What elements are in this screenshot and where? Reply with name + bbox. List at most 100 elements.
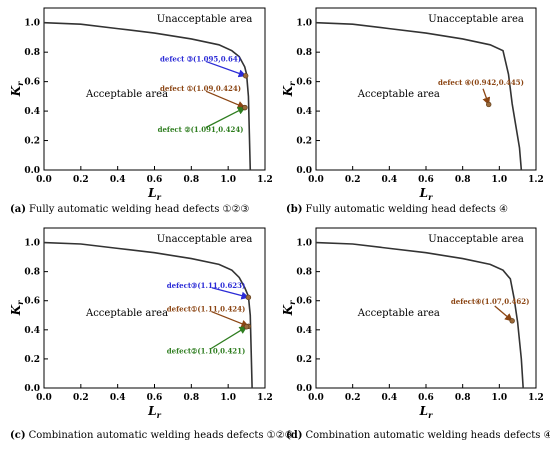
defect-label: defect ④(0.942,0.445): [438, 78, 524, 87]
x-tick-label: 1.2: [257, 175, 273, 185]
x-axis-label: Lr: [147, 186, 161, 202]
defect-point: [509, 318, 515, 324]
unacceptable-area-label: Unacceptable area: [157, 14, 253, 25]
defect-label: defect②(1.10,0.421): [167, 347, 246, 356]
y-tick-label: 0.8: [296, 268, 312, 278]
assessment-curve: [315, 21, 523, 171]
y-axis-label: Kr: [9, 300, 25, 316]
defect-arrow: [211, 311, 250, 328]
defect-point: [242, 104, 248, 111]
x-tick-label: 0.2: [345, 175, 361, 185]
acceptable-area-label: Acceptable area: [85, 308, 168, 319]
chart-panel: 0.0 0.2 0.4 0.6 0.8 1.0 1.2 0.0 0.2 0.4 0.6 0.8 1.0 L…: [9, 7, 273, 215]
y-tick-label: 0.4: [24, 326, 40, 336]
y-tick-label: 0.8: [24, 48, 40, 58]
unacceptable-area-label: Unacceptable area: [428, 14, 524, 25]
defect-label: defect③(1.11,0.623): [167, 281, 246, 290]
defect-arrow: [211, 287, 250, 300]
defect-arrow: [205, 60, 247, 78]
y-tick-label: 0.6: [296, 78, 312, 88]
y-tick-label: 0.2: [296, 137, 312, 147]
y-tick-label: 0.4: [296, 326, 312, 336]
x-tick-label: 0.6: [147, 393, 163, 403]
acceptable-area-label: Acceptable area: [357, 308, 440, 319]
y-tick-label: 0.0: [24, 384, 40, 394]
unacceptable-area-label: Unacceptable area: [428, 234, 524, 245]
defect-arrow: [205, 90, 246, 109]
y-tick-label: 0.0: [296, 166, 312, 176]
x-tick-label: 0.4: [110, 393, 126, 403]
x-axis-label: Lr: [419, 186, 433, 202]
y-tick-label: 0.6: [24, 78, 40, 88]
defect-arrow: [210, 326, 248, 350]
y-tick-label: 1.0: [296, 19, 312, 29]
y-tick-label: 0.6: [296, 297, 312, 307]
defect-label: defect④(1.07,0.462): [451, 297, 530, 306]
x-tick-label: 0.0: [308, 175, 324, 185]
x-tick-label: 1.0: [491, 393, 507, 403]
defect-label: defect ①(1.09,0.424): [160, 84, 241, 93]
panel-caption: (d) Combination automatic welding heads d…: [286, 430, 550, 441]
x-tick-label: 1.2: [257, 393, 273, 403]
defect-point: [243, 324, 250, 330]
defect-arrow: [482, 88, 491, 106]
y-tick-label: 0.2: [296, 355, 312, 365]
y-tick-label: 1.0: [296, 239, 312, 249]
y-tick-label: 0.4: [24, 107, 40, 117]
x-tick-label: 1.0: [491, 175, 507, 185]
defect-point: [245, 294, 252, 301]
assessment-curve: [315, 241, 524, 389]
defect-arrow: [494, 305, 513, 322]
x-tick-label: 0.8: [183, 393, 199, 403]
y-tick-label: 1.0: [24, 19, 40, 29]
y-tick-label: 0.0: [296, 384, 312, 394]
x-tick-label: 0.2: [73, 175, 89, 185]
x-tick-label: 1.2: [528, 393, 544, 403]
defect-label: defect ③(1.095,0.64): [160, 55, 241, 64]
y-tick-label: 0.6: [24, 297, 40, 307]
y-tick-label: 0.0: [24, 166, 40, 176]
x-tick-label: 0.4: [381, 175, 397, 185]
x-tick-label: 0.2: [345, 393, 361, 403]
x-tick-label: 0.6: [147, 175, 163, 185]
x-tick-label: 0.8: [455, 393, 471, 403]
y-axis-label: Kr: [9, 81, 25, 97]
x-tick-label: 1.0: [220, 393, 236, 403]
y-tick-label: 0.2: [24, 137, 40, 147]
y-tick-label: 0.2: [24, 355, 40, 365]
y-axis-label: Kr: [281, 300, 297, 316]
x-tick-label: 0.2: [73, 393, 89, 403]
x-tick-label: 0.0: [36, 393, 52, 403]
unacceptable-area-label: Unacceptable area: [157, 234, 253, 245]
panel-caption: (a) Fully automatic welding head defects …: [10, 204, 249, 215]
x-tick-label: 0.6: [418, 175, 434, 185]
y-tick-label: 1.0: [24, 239, 40, 249]
y-axis-label: Kr: [281, 81, 297, 97]
panel-caption: (c) Combination automatic welding heads d…: [10, 430, 294, 441]
defect-label: defect①(1.11,0.424): [167, 304, 246, 313]
x-tick-label: 0.0: [36, 175, 52, 185]
chart-panel: 0.0 0.2 0.4 0.6 0.8 1.0 1.2 0.0 0.2 0.4 0.6 0.8 1.0 L…: [9, 227, 294, 441]
y-tick-label: 0.8: [24, 268, 40, 278]
x-tick-label: 0.6: [418, 393, 434, 403]
chart-panel: 0.0 0.2 0.4 0.6 0.8 1.0 1.2 0.0 0.2 0.4 0.6 0.8 1.0 L…: [281, 227, 550, 441]
acceptable-area-label: Acceptable area: [85, 89, 168, 100]
x-tick-label: 1.0: [220, 175, 236, 185]
chart-panel: 0.0 0.2 0.4 0.6 0.8 1.0 1.2 0.0 0.2 0.4 0.6 0.8 1.0 L…: [281, 7, 544, 215]
assessment-curve: [43, 21, 252, 171]
x-tick-label: 1.2: [528, 175, 544, 185]
acceptable-area-label: Acceptable area: [357, 89, 440, 100]
defect-arrow: [205, 106, 246, 129]
x-axis-label: Lr: [147, 404, 161, 420]
defect-label: defect ②(1.091,0.424): [158, 125, 244, 134]
y-tick-label: 0.8: [296, 48, 312, 58]
x-axis-label: Lr: [419, 404, 433, 420]
x-tick-label: 0.8: [455, 175, 471, 185]
assessment-curve: [43, 241, 253, 389]
defect-point: [486, 101, 492, 108]
y-tick-label: 0.4: [296, 107, 312, 117]
x-tick-label: 0.8: [183, 175, 199, 185]
x-tick-label: 0.4: [110, 175, 126, 185]
defect-point: [242, 73, 249, 79]
